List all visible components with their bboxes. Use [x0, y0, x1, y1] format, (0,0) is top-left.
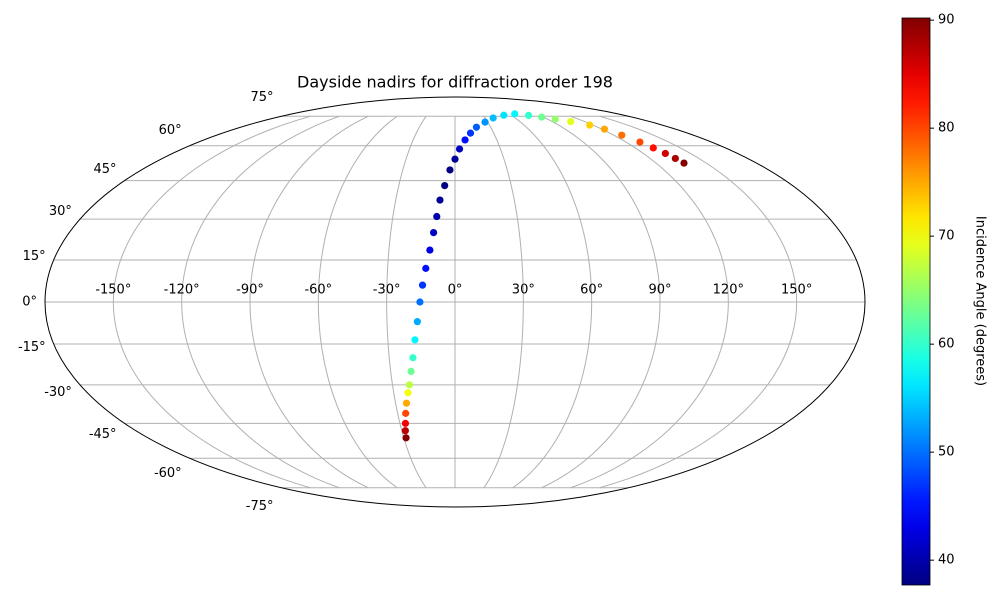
- colorbar-tick-label: 40: [938, 553, 955, 568]
- data-point: [618, 131, 626, 139]
- data-point: [472, 123, 481, 131]
- y-tick-label: -45°: [89, 427, 117, 442]
- grid-line: [112, 115, 311, 489]
- data-point: [429, 229, 438, 237]
- y-tick-label: 0°: [22, 295, 37, 310]
- data-point: [489, 114, 497, 122]
- data-point: [404, 389, 412, 397]
- colorbar: [901, 17, 931, 586]
- x-tick-label: -60°: [304, 283, 332, 298]
- data-point: [436, 196, 444, 204]
- data-point: [600, 125, 609, 133]
- grid-line: [317, 115, 398, 489]
- data-point: [433, 212, 441, 221]
- y-tick-label: 60°: [159, 123, 182, 138]
- grid-line: [386, 115, 427, 489]
- data-point: [649, 144, 657, 152]
- data-point: [401, 419, 410, 427]
- data-point: [455, 145, 464, 153]
- colorbar-label: Incidence Angle (degrees): [973, 216, 988, 386]
- data-point: [451, 155, 459, 163]
- data-point: [405, 381, 413, 389]
- y-tick-label: 30°: [49, 204, 72, 219]
- chart-title: Dayside nadirs for diffraction order 198: [297, 73, 613, 92]
- grid-line: [249, 115, 369, 489]
- y-tick-label: 15°: [23, 249, 46, 264]
- y-tick-label: 45°: [94, 162, 117, 177]
- data-point: [402, 399, 411, 407]
- colorbar-tick-label: 80: [938, 121, 955, 136]
- grid-line: [599, 115, 798, 489]
- y-tick-label: -75°: [246, 499, 274, 514]
- data-point: [461, 136, 469, 144]
- colorbar-tick-label: 90: [938, 13, 955, 28]
- data-point: [422, 264, 430, 272]
- x-tick-label: 120°: [713, 283, 744, 298]
- y-tick-label: -15°: [18, 340, 46, 355]
- x-tick-label: 150°: [781, 283, 812, 298]
- y-tick-label: -60°: [154, 466, 182, 481]
- y-tick-label: -30°: [44, 385, 72, 400]
- grid-line: [512, 115, 593, 489]
- data-point: [411, 336, 419, 344]
- data-point: [500, 111, 508, 119]
- data-point: [524, 111, 533, 120]
- x-tick-label: -150°: [95, 283, 131, 298]
- data-point: [671, 154, 679, 163]
- x-tick-label: 30°: [512, 283, 535, 298]
- grid-line: [483, 115, 524, 489]
- colorbar-tick-label: 60: [938, 337, 955, 352]
- grid-line: [570, 115, 729, 489]
- graticule: [45, 115, 865, 489]
- data-point: [466, 129, 475, 137]
- x-tick-label: -30°: [373, 283, 401, 298]
- x-tick-label: 60°: [580, 283, 603, 298]
- colorbar-tick-label: 70: [938, 229, 955, 244]
- map-outline: [44, 96, 866, 508]
- data-point: [567, 117, 575, 126]
- data-point: [481, 118, 489, 126]
- x-tick-label: -90°: [236, 283, 264, 298]
- data-point: [418, 281, 427, 289]
- data-point: [402, 434, 410, 442]
- x-tick-label: -120°: [164, 283, 200, 298]
- data-point: [511, 110, 519, 118]
- data-point: [402, 409, 410, 417]
- data-point: [416, 298, 424, 306]
- colorbar-tick-label: 50: [938, 445, 955, 460]
- data-point: [401, 427, 409, 435]
- data-point: [661, 149, 669, 158]
- data-point: [441, 181, 449, 190]
- data-point: [636, 138, 644, 146]
- data-point: [551, 115, 559, 123]
- data-point: [407, 367, 415, 375]
- grid-line: [181, 115, 340, 489]
- data-point: [413, 318, 421, 326]
- x-tick-label: 0°: [448, 283, 463, 298]
- data-point: [426, 246, 434, 254]
- grid-line: [541, 115, 661, 489]
- data-point: [409, 354, 417, 362]
- data-point: [586, 121, 594, 129]
- x-tick-label: 90°: [648, 283, 671, 298]
- data-point: [538, 113, 546, 121]
- y-tick-label: 75°: [250, 90, 273, 105]
- data-point: [680, 159, 688, 167]
- data-point: [446, 166, 454, 174]
